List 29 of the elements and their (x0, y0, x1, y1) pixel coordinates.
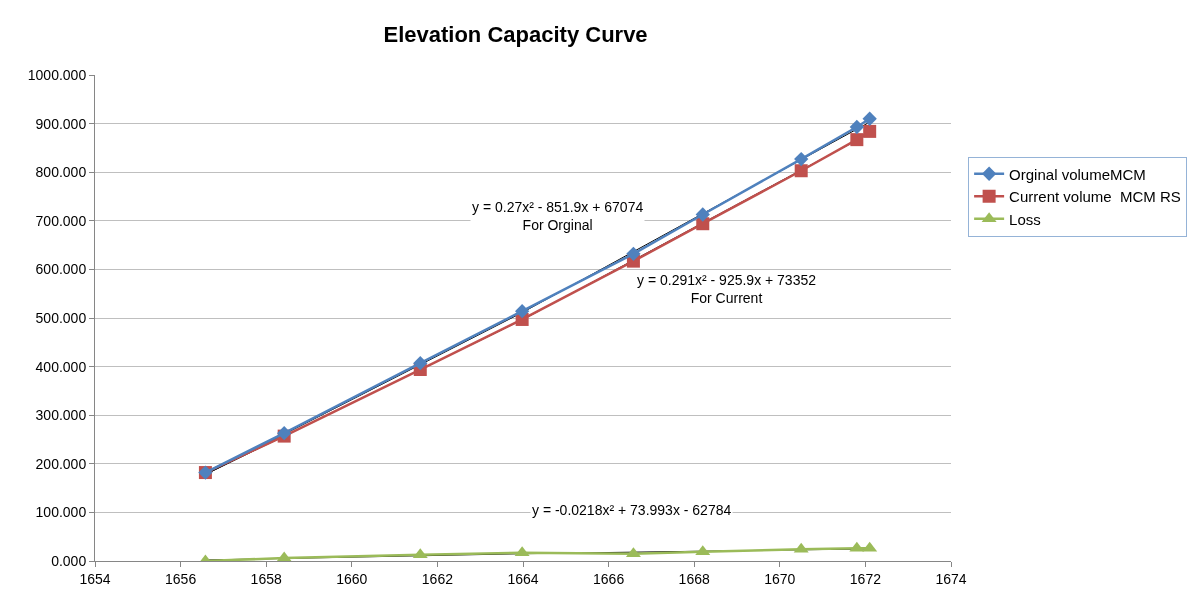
x-tick-label: 1656 (165, 570, 197, 587)
legend-label: Current volume MCM RS (1009, 188, 1181, 206)
y-tick-label: 100.000 (35, 504, 87, 521)
x-tick-label: 1662 (421, 570, 454, 587)
chart-title: Elevation Capacity Curve (383, 22, 648, 48)
x-tick-label: 1660 (336, 570, 368, 587)
annotation: y = -0.0218x² + 73.993x - 62784 (532, 502, 732, 518)
x-tick-label: 1664 (507, 570, 539, 587)
x-tick-label: 1666 (593, 570, 625, 587)
x-tick-label: 1670 (764, 570, 796, 587)
y-tick-label: 300.000 (35, 407, 87, 424)
y-tick-label: 700.000 (35, 212, 87, 229)
y-tick-label: 900.000 (35, 115, 87, 132)
annotation: y = 0.291x² - 925.9x + 73352 For Current (637, 272, 817, 307)
y-tick-label: 800.000 (35, 164, 87, 181)
y-tick-label: 500.000 (35, 309, 87, 326)
y-tick-label: 200.000 (35, 455, 87, 472)
x-tick-label: 1658 (250, 570, 282, 587)
x-tick-label: 1654 (79, 570, 111, 587)
annotation: y = 0.27x² - 851.9x + 67074 For Orginal (472, 199, 644, 234)
y-tick-label: 1000.000 (27, 66, 87, 83)
y-tick-label: 0.000 (51, 552, 87, 569)
x-tick-label: 1672 (849, 570, 882, 587)
y-tick-label: 400.000 (35, 358, 87, 375)
legend-label: Orginal volumeMCM (1009, 165, 1146, 183)
legend-label: Loss (1009, 210, 1041, 228)
y-tick-label: 600.000 (35, 261, 87, 278)
x-tick-label: 1668 (678, 570, 710, 587)
x-tick-label: 1674 (935, 570, 967, 587)
